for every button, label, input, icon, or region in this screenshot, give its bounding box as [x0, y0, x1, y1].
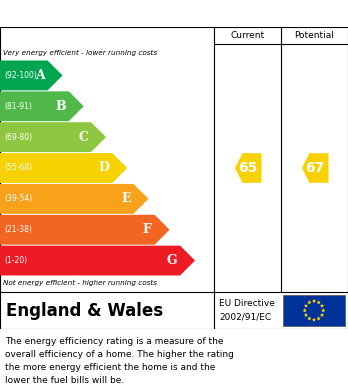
- Text: A: A: [35, 69, 45, 82]
- Text: The energy efficiency rating is a measure of the: The energy efficiency rating is a measur…: [5, 337, 223, 346]
- Text: England & Wales: England & Wales: [6, 301, 163, 319]
- Text: 2002/91/EC: 2002/91/EC: [219, 313, 271, 322]
- Polygon shape: [302, 308, 307, 312]
- Text: (21-38): (21-38): [4, 225, 32, 234]
- Text: the more energy efficient the home is and the: the more energy efficient the home is an…: [5, 363, 215, 372]
- Text: (69-80): (69-80): [4, 133, 32, 142]
- Polygon shape: [312, 317, 316, 322]
- Polygon shape: [0, 153, 127, 183]
- Text: D: D: [98, 161, 109, 174]
- Text: 65: 65: [238, 161, 258, 175]
- Text: (81-91): (81-91): [4, 102, 32, 111]
- Text: G: G: [166, 254, 177, 267]
- Polygon shape: [304, 303, 308, 308]
- Text: (39-54): (39-54): [4, 194, 32, 203]
- Text: EU Directive: EU Directive: [219, 300, 275, 308]
- Text: (1-20): (1-20): [4, 256, 27, 265]
- Text: overall efficiency of a home. The higher the rating: overall efficiency of a home. The higher…: [5, 350, 234, 359]
- Text: (92-100): (92-100): [4, 71, 37, 80]
- Polygon shape: [316, 316, 321, 321]
- Polygon shape: [235, 153, 261, 183]
- Text: C: C: [78, 131, 88, 143]
- Polygon shape: [307, 300, 311, 304]
- Text: Very energy efficient - lower running costs: Very energy efficient - lower running co…: [3, 50, 157, 56]
- Text: 67: 67: [306, 161, 325, 175]
- Text: lower the fuel bills will be.: lower the fuel bills will be.: [5, 376, 124, 385]
- Polygon shape: [302, 153, 329, 183]
- Polygon shape: [320, 303, 324, 308]
- Text: Potential: Potential: [294, 31, 334, 40]
- Bar: [283, 295, 345, 326]
- Text: (55-68): (55-68): [4, 163, 32, 172]
- Polygon shape: [320, 313, 324, 317]
- Text: Not energy efficient - higher running costs: Not energy efficient - higher running co…: [3, 280, 157, 286]
- Polygon shape: [0, 246, 195, 276]
- Polygon shape: [316, 300, 321, 304]
- Text: Current: Current: [230, 31, 264, 40]
- Polygon shape: [321, 308, 325, 312]
- Polygon shape: [312, 299, 316, 303]
- Polygon shape: [0, 91, 84, 121]
- Polygon shape: [304, 313, 308, 317]
- Text: F: F: [143, 223, 152, 236]
- Polygon shape: [0, 215, 169, 245]
- Text: B: B: [55, 100, 66, 113]
- Text: Energy Efficiency Rating: Energy Efficiency Rating: [9, 6, 211, 21]
- Polygon shape: [0, 122, 106, 152]
- Text: E: E: [121, 192, 130, 205]
- Polygon shape: [307, 316, 311, 321]
- Polygon shape: [0, 184, 148, 214]
- Polygon shape: [0, 61, 63, 90]
